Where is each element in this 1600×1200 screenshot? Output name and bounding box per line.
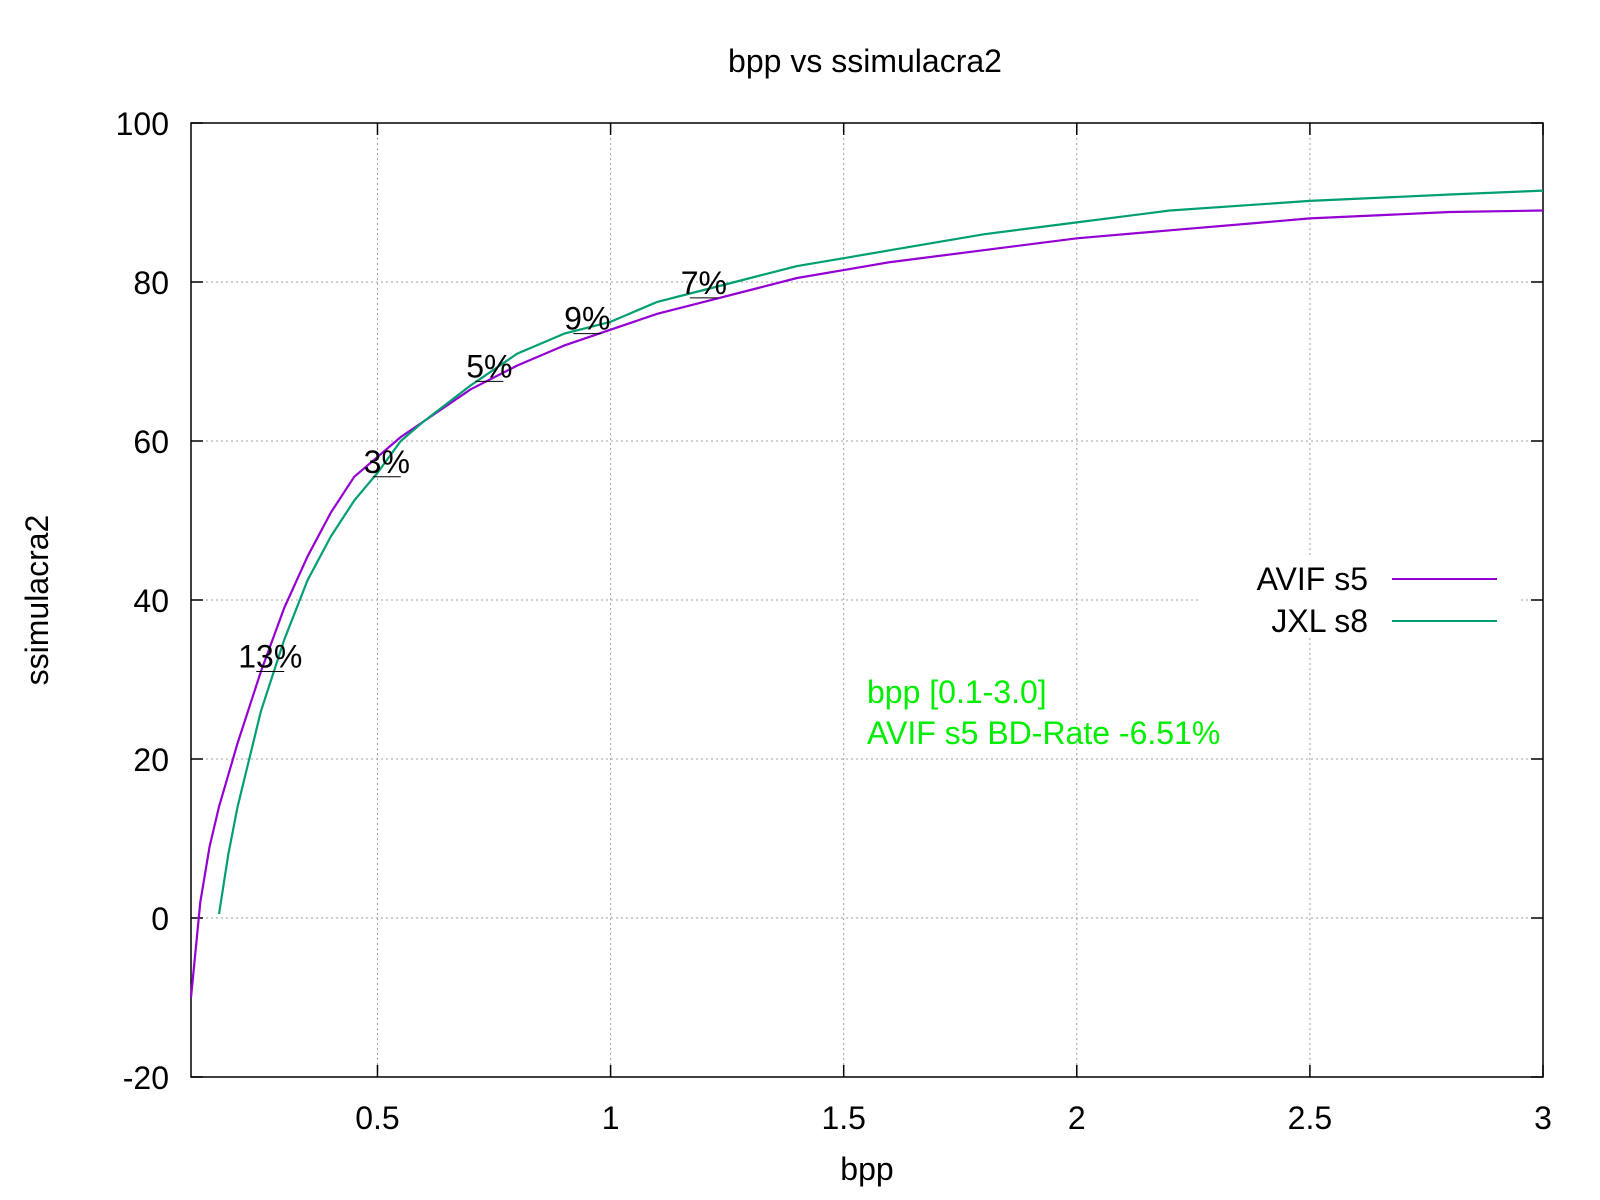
- x-tick-labels: 0.5 1 1.5 2 2.5 3: [355, 1100, 1552, 1136]
- y-tick-label: 80: [133, 265, 169, 301]
- annotation-label: 7%: [681, 265, 727, 301]
- info-bd-rate: AVIF s5 BD-Rate -6.51%: [867, 715, 1220, 751]
- y-tick-label: -20: [123, 1060, 169, 1096]
- series-line-jxl: [217, 189, 1544, 915]
- x-tick-label: 2.5: [1288, 1100, 1332, 1136]
- axis-ticks: [191, 122, 1544, 1078]
- y-tick-labels: -20 0 20 40 60 80 100: [116, 106, 169, 1096]
- annotation-label: 3%: [364, 444, 410, 480]
- x-tick-label: 3: [1534, 1100, 1552, 1136]
- x-tick-label: 2: [1068, 1100, 1086, 1136]
- chart-title: bpp vs ssimulacra2: [728, 43, 1002, 79]
- info-bpp-range: bpp [0.1-3.0]: [867, 674, 1047, 710]
- y-tick-label: 0: [151, 901, 169, 937]
- legend-label-jxl: JXL s8: [1271, 603, 1368, 639]
- y-tick-label: 40: [133, 583, 169, 619]
- annotations: 13% 3% 5% 9% 7%: [238, 265, 727, 675]
- legend-label-avif: AVIF s5: [1257, 561, 1368, 597]
- y-tick-label: 100: [116, 106, 169, 142]
- x-tick-label: 0.5: [355, 1100, 399, 1136]
- x-axis-label: bpp: [840, 1151, 893, 1187]
- legend: AVIF s5 JXL s8: [1200, 555, 1520, 639]
- y-tick-label: 60: [133, 424, 169, 460]
- x-tick-label: 1.5: [821, 1100, 865, 1136]
- y-axis-label: ssimulacra2: [19, 515, 55, 686]
- series-lines: [189, 189, 1544, 998]
- annotation-label: 13%: [238, 639, 302, 675]
- y-tick-label: 20: [133, 742, 169, 778]
- x-tick-label: 1: [602, 1100, 620, 1136]
- annotation-label: 5%: [466, 348, 512, 384]
- annotation-label: 9%: [564, 301, 610, 337]
- series-line-avif: [189, 209, 1544, 998]
- legend-background: [1200, 555, 1520, 637]
